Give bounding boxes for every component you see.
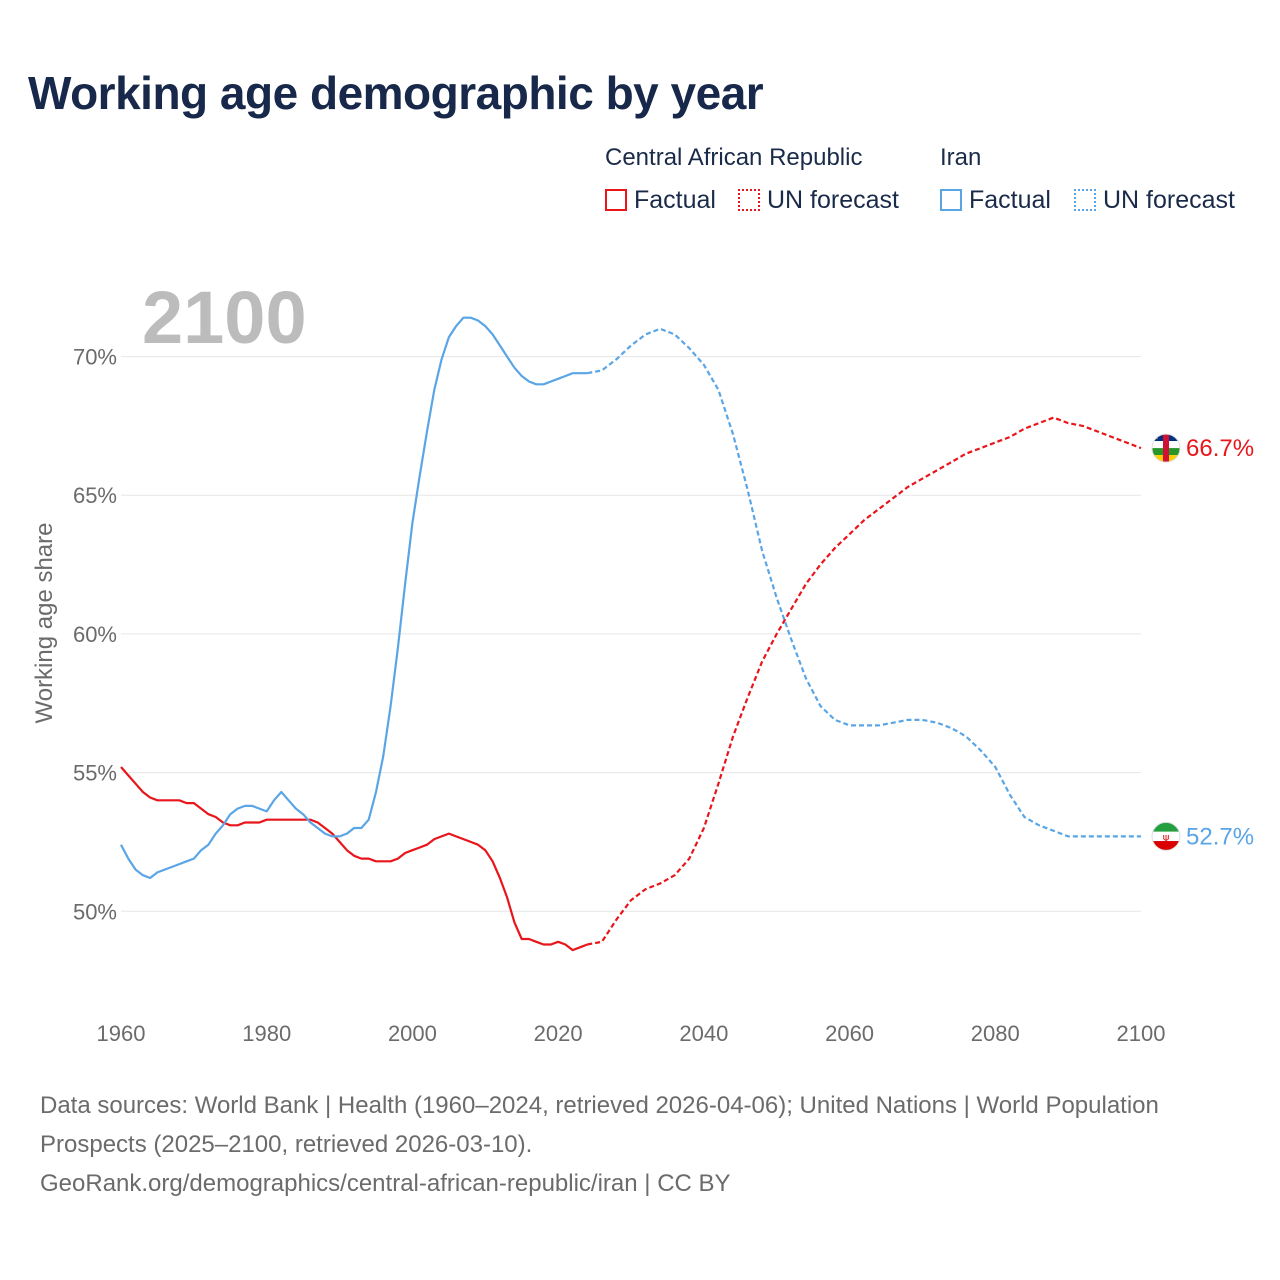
end-label-iran: 52.7% xyxy=(1186,823,1254,850)
source-link[interactable]: GeoRank.org/demographics/central-african… xyxy=(40,1170,731,1197)
x-axis-ticks: 1960 1980 2000 2020 2040 2060 2080 2100 xyxy=(97,1021,1166,1046)
x-tick-label: 1980 xyxy=(242,1021,291,1046)
y-axis-label: Working age share xyxy=(31,523,58,724)
chart-footer: Data sources: World Bank | Health (1960–… xyxy=(40,1086,1220,1203)
x-tick-label: 2080 xyxy=(971,1021,1020,1046)
end-label-central-african-republic: 66.7% xyxy=(1186,435,1254,462)
chart-title: Working age demographic by year xyxy=(28,67,764,119)
legend-label-iran-forecast: UN forecast xyxy=(1103,185,1235,214)
flag-icon-central-african-republic xyxy=(1151,433,1181,463)
legend-iran-factual[interactable]: Factual xyxy=(940,186,1051,214)
legend-swatch-iran-forecast xyxy=(1074,189,1096,211)
legend-title-central-african-republic: Central African Republic xyxy=(605,144,863,171)
data-sources: Data sources: World Bank | Health (1960–… xyxy=(40,1092,1159,1158)
legend-swatch-car-factual xyxy=(605,189,627,211)
series-end-labels: 66.7% ψ 52.7% xyxy=(1151,433,1254,851)
legend-iran-forecast[interactable]: UN forecast xyxy=(1074,186,1235,214)
y-tick-label: 50% xyxy=(73,899,117,924)
y-tick-label: 70% xyxy=(73,345,117,370)
series-line-iran-factual[interactable] xyxy=(120,316,588,880)
x-tick-label: 2060 xyxy=(825,1021,874,1046)
legend-car-factual[interactable]: Factual xyxy=(605,186,716,214)
series-line-iran-forecast[interactable] xyxy=(587,327,1141,838)
line-chart: 2100 Working age share 50% 55% 60% 65% 70% 1… xyxy=(31,276,1254,1046)
grid-lines xyxy=(121,356,1141,912)
legend-label-car-forecast: UN forecast xyxy=(767,185,899,214)
legend-title-iran: Iran xyxy=(940,144,982,171)
svg-text:ψ: ψ xyxy=(1163,832,1170,843)
year-watermark: 2100 xyxy=(142,276,307,359)
x-tick-label: 2000 xyxy=(388,1021,437,1046)
flag-icon-iran: ψ xyxy=(1151,821,1181,851)
legend-swatch-iran-factual xyxy=(940,189,962,211)
x-tick-label: 2020 xyxy=(534,1021,583,1046)
x-tick-label: 2100 xyxy=(1117,1021,1166,1046)
series-line-central-african-republic-forecast[interactable] xyxy=(587,416,1142,946)
y-tick-label: 55% xyxy=(73,761,117,786)
y-tick-label: 65% xyxy=(73,483,117,508)
series-line-central-african-republic-factual[interactable] xyxy=(120,766,588,952)
legend-label-iran-factual: Factual xyxy=(969,185,1051,214)
series-lines xyxy=(120,316,1142,952)
x-tick-label: 2040 xyxy=(679,1021,728,1046)
legend-swatch-car-forecast xyxy=(738,189,760,211)
x-tick-label: 1960 xyxy=(97,1021,146,1046)
legend-car-forecast[interactable]: UN forecast xyxy=(738,186,899,214)
legend-label-car-factual: Factual xyxy=(634,185,716,214)
y-tick-label: 60% xyxy=(73,622,117,647)
y-axis-ticks: 50% 55% 60% 65% 70% xyxy=(73,345,117,925)
